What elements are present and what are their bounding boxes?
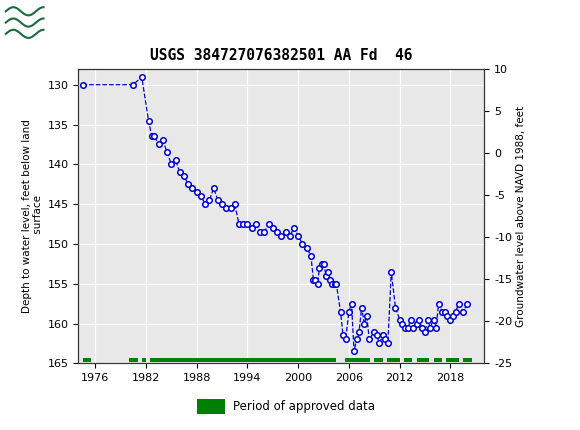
Bar	[3, 2, 93, 43]
Bar	[374, 358, 383, 362]
Bar	[416, 358, 429, 362]
Bar	[150, 358, 336, 362]
Bar	[142, 358, 146, 362]
Bar	[387, 358, 400, 362]
Y-axis label: Groundwater level above NAVD 1988, feet: Groundwater level above NAVD 1988, feet	[516, 105, 526, 327]
Bar	[345, 358, 370, 362]
Title: USGS 384727076382501 AA Fd  46: USGS 384727076382501 AA Fd 46	[150, 49, 412, 64]
Bar	[197, 399, 225, 414]
Bar	[129, 358, 137, 362]
Text: USGS: USGS	[52, 14, 107, 31]
Y-axis label: Depth to water level, feet below land
 surface: Depth to water level, feet below land su…	[21, 119, 44, 313]
Bar	[463, 358, 472, 362]
Bar	[404, 358, 412, 362]
Bar	[433, 358, 442, 362]
Text: Period of approved data: Period of approved data	[233, 400, 375, 413]
Bar	[82, 358, 91, 362]
Bar	[446, 358, 459, 362]
